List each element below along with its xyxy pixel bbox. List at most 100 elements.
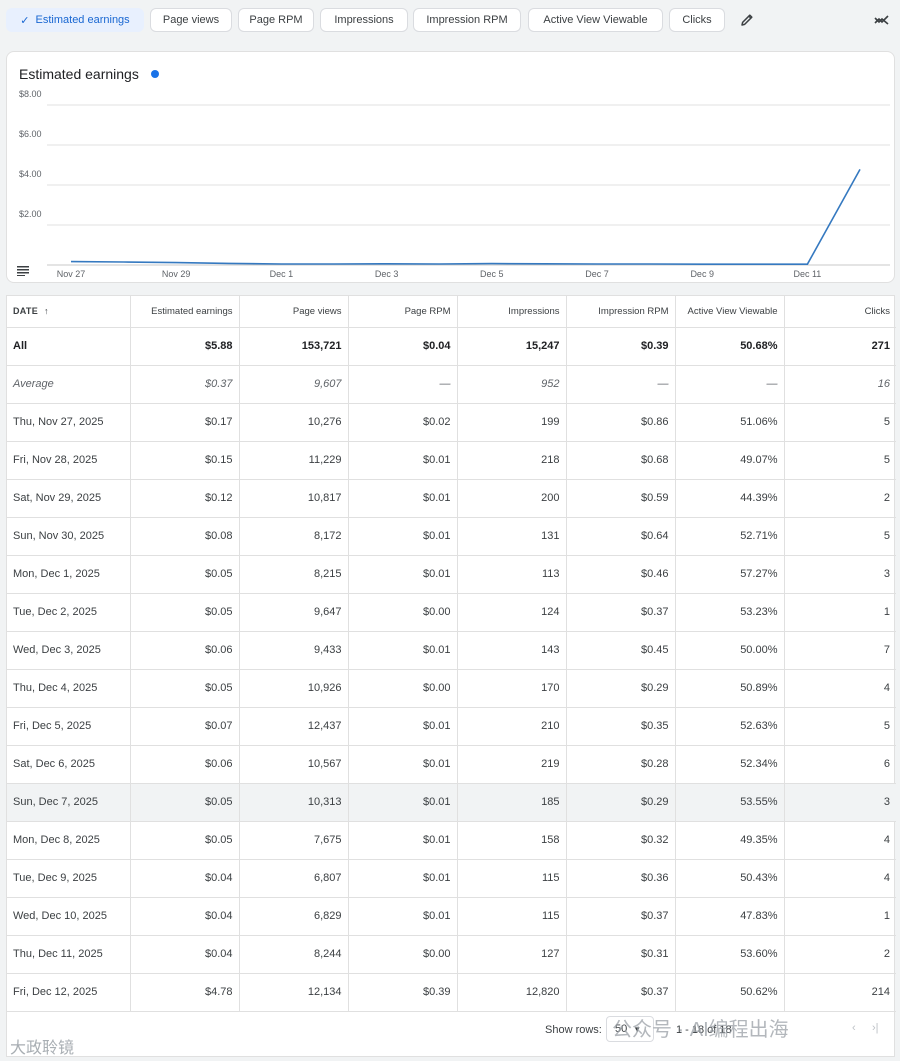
column-header[interactable]: Active View Viewable bbox=[675, 296, 785, 328]
x-tick-label: Nov 29 bbox=[162, 269, 191, 279]
table-cell: $0.37 bbox=[566, 897, 676, 936]
table-cell: 10,313 bbox=[239, 783, 349, 822]
row-date-cell: Fri, Dec 5, 2025 bbox=[7, 707, 131, 746]
table-cell: 952 bbox=[457, 365, 567, 404]
table-cell: 15,247 bbox=[457, 327, 567, 366]
y-tick-label: $4.00 bbox=[19, 169, 42, 179]
data-point[interactable] bbox=[541, 261, 547, 267]
chip-impressions[interactable]: Impressions bbox=[320, 8, 408, 32]
table-cell: $0.37 bbox=[566, 593, 676, 632]
data-point[interactable] bbox=[752, 261, 758, 267]
table-cell: $0.01 bbox=[348, 479, 458, 518]
table-cell: $0.00 bbox=[348, 669, 458, 708]
data-point[interactable] bbox=[278, 261, 284, 267]
column-header[interactable]: Impressions bbox=[457, 296, 567, 328]
show-rows-label: Show rows: bbox=[545, 1024, 602, 1036]
table-cell: 10,567 bbox=[239, 745, 349, 784]
row-date-cell: Wed, Dec 10, 2025 bbox=[7, 897, 131, 936]
table-cell: $0.28 bbox=[566, 745, 676, 784]
row-date-cell: Mon, Dec 1, 2025 bbox=[7, 555, 131, 594]
chart-type-button[interactable] bbox=[872, 10, 892, 30]
table-cell: $0.01 bbox=[348, 783, 458, 822]
table-cell: $0.01 bbox=[348, 517, 458, 556]
table-cell: 53.60% bbox=[675, 935, 785, 974]
table-row: Fri, Dec 12, 2025 $4.78 12,134 $0.39 12,820 $… bbox=[7, 973, 896, 1012]
chip-page-views[interactable]: Page views bbox=[150, 8, 232, 32]
column-header[interactable]: Page RPM bbox=[348, 296, 458, 328]
table-cell: 9,647 bbox=[239, 593, 349, 632]
table-cell: 5 bbox=[784, 517, 896, 556]
table-cell: 2 bbox=[784, 479, 896, 518]
data-point[interactable] bbox=[699, 261, 705, 267]
chip-active-view-viewable[interactable]: Active View Viewable bbox=[528, 8, 663, 32]
table-cell: 16 bbox=[784, 365, 896, 404]
table-cell: $0.05 bbox=[130, 669, 240, 708]
table-cell: $0.05 bbox=[130, 555, 240, 594]
prev-page-button[interactable]: ‹ bbox=[852, 1022, 856, 1034]
column-header[interactable]: Page views bbox=[239, 296, 349, 328]
edit-metrics-button[interactable] bbox=[737, 10, 757, 30]
table-row: Mon, Dec 8, 2025 $0.05 7,675 $0.01 158 $0.32 4… bbox=[7, 821, 896, 860]
row-date-cell: All bbox=[7, 327, 131, 366]
column-header[interactable]: Clicks bbox=[784, 296, 896, 328]
table-cell: $5.88 bbox=[130, 327, 240, 366]
table-cell: 12,820 bbox=[457, 973, 567, 1012]
table-cell: 5 bbox=[784, 441, 896, 480]
chip-page-rpm[interactable]: Page RPM bbox=[238, 8, 314, 32]
chip-label: Impression RPM bbox=[426, 14, 508, 26]
table-cell: 50.89% bbox=[675, 669, 785, 708]
data-point[interactable] bbox=[384, 261, 390, 267]
column-header[interactable]: Estimated earnings bbox=[130, 296, 240, 328]
earnings-chart-card: Estimated earnings $2.00 $4.00 $6.00 $8.00 N… bbox=[6, 51, 895, 283]
chart-title: Estimated earnings bbox=[19, 66, 139, 82]
table-cell: 52.63% bbox=[675, 707, 785, 746]
table-cell: — bbox=[675, 365, 785, 404]
table-cell: 44.39% bbox=[675, 479, 785, 518]
data-point[interactable] bbox=[331, 261, 337, 267]
rows-per-page-select[interactable]: 50 ▼ bbox=[606, 1016, 654, 1042]
table-cell: 115 bbox=[457, 897, 567, 936]
data-point[interactable] bbox=[857, 166, 863, 172]
table-cell: $0.01 bbox=[348, 631, 458, 670]
row-date-cell: Wed, Dec 3, 2025 bbox=[7, 631, 131, 670]
x-tick-label: Dec 9 bbox=[690, 269, 714, 279]
legend-menu-icon[interactable] bbox=[17, 266, 29, 276]
chip-impression-rpm[interactable]: Impression RPM bbox=[413, 8, 521, 32]
table-cell: $0.00 bbox=[348, 935, 458, 974]
table-cell: $0.59 bbox=[566, 479, 676, 518]
table-cell: $0.29 bbox=[566, 669, 676, 708]
data-point[interactable] bbox=[436, 261, 442, 267]
data-point[interactable] bbox=[173, 260, 179, 266]
column-header[interactable]: Impression RPM bbox=[566, 296, 676, 328]
chip-estimated-earnings[interactable]: ✓ Estimated earnings bbox=[6, 8, 144, 32]
data-point[interactable] bbox=[121, 259, 127, 265]
table-cell: $0.01 bbox=[348, 859, 458, 898]
table-body: All $5.88 153,721 $0.04 15,247 $0.39 50.68% 271… bbox=[7, 327, 896, 1012]
table-row: Mon, Dec 1, 2025 $0.05 8,215 $0.01 113 $0.46 5… bbox=[7, 555, 896, 594]
table-cell: 3 bbox=[784, 783, 896, 822]
data-point[interactable] bbox=[647, 261, 653, 267]
column-header-date[interactable]: DATE ↑ bbox=[7, 296, 131, 328]
series-line-estimated-earnings[interactable] bbox=[70, 169, 861, 265]
last-page-button[interactable]: ›| bbox=[872, 1022, 879, 1034]
x-tick-label: Dec 7 bbox=[585, 269, 609, 279]
table-cell: 7 bbox=[784, 631, 896, 670]
data-point[interactable] bbox=[226, 260, 232, 266]
row-date-cell: Sun, Nov 30, 2025 bbox=[7, 517, 131, 556]
data-point[interactable] bbox=[489, 261, 495, 267]
table-cell: — bbox=[566, 365, 676, 404]
table-row: Sat, Nov 29, 2025 $0.12 10,817 $0.01 200 $0.5… bbox=[7, 479, 896, 518]
table-cell: 6 bbox=[784, 745, 896, 784]
table-cell: 3 bbox=[784, 555, 896, 594]
table-cell: $0.68 bbox=[566, 441, 676, 480]
table-cell: 11,229 bbox=[239, 441, 349, 480]
table-header-row: DATE ↑ Estimated earnings Page views Page RP… bbox=[7, 296, 896, 328]
data-point[interactable] bbox=[804, 261, 810, 267]
data-point[interactable] bbox=[68, 259, 74, 265]
page-range: 1 - 18 of 18 bbox=[676, 1024, 732, 1036]
table-cell: $0.05 bbox=[130, 821, 240, 860]
chip-clicks[interactable]: Clicks bbox=[669, 8, 725, 32]
table-cell: 4 bbox=[784, 859, 896, 898]
table-cell: $0.02 bbox=[348, 403, 458, 442]
data-point[interactable] bbox=[594, 261, 600, 267]
